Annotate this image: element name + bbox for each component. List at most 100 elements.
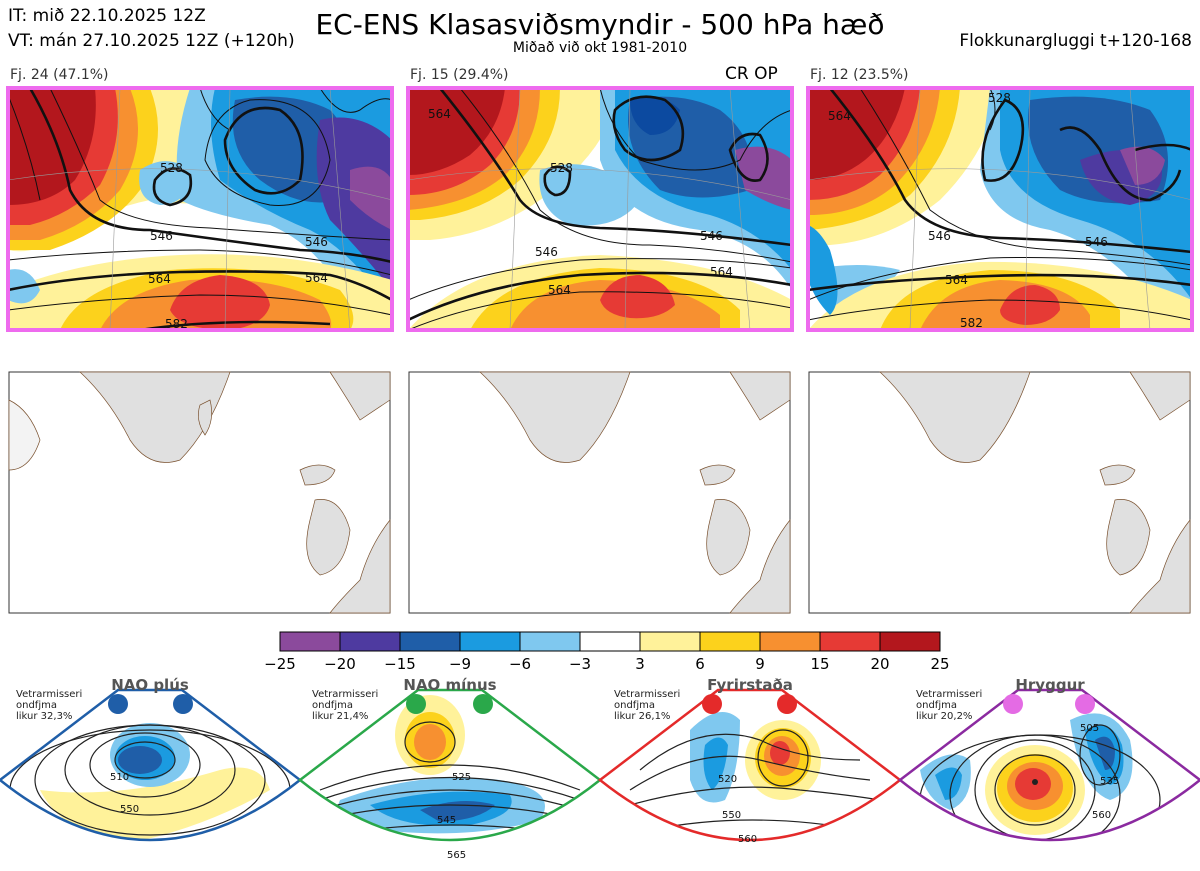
colorbar-tick: 9 [755, 655, 765, 673]
regime-title: Hryggur [1015, 676, 1085, 694]
contour-label: 550 [120, 804, 139, 815]
regime-marker [1075, 694, 1095, 714]
colorbar-tick: −9 [449, 655, 471, 673]
cluster-frame [806, 86, 1194, 332]
cluster-2-label: Fj. 15 (29.4%) [410, 67, 509, 83]
regime-ridge: Hryggur Vetrarmisseri ondfjma likur 20,2… [897, 676, 1200, 842]
contour-label: 560 [738, 834, 757, 845]
contour-label: 560 [1092, 810, 1111, 821]
classification-window: Flokkunargluggi t+120-168 [959, 31, 1192, 51]
contour-label: 582 [960, 316, 983, 330]
contour-label: 546 [700, 229, 723, 243]
contour-label: 564 [548, 283, 571, 297]
regime-title: NAO plús [111, 676, 189, 694]
regime-marker [702, 694, 722, 714]
page-subtitle: Miðað við okt 1981-2010 [512, 40, 688, 56]
regime-note: ondfjma [312, 700, 353, 711]
colorbar-tick: 3 [635, 655, 645, 673]
regime-marker [108, 694, 128, 714]
regime-marker [173, 694, 193, 714]
cluster-3-label: Fj. 12 (23.5%) [810, 67, 909, 83]
empty-map-3 [808, 371, 1191, 614]
colorbar-swatch [399, 631, 461, 652]
contour-label: 528 [550, 161, 573, 175]
colorbar-tick: −25 [264, 655, 296, 673]
regime-note: Vetrarmisseri [16, 689, 82, 700]
regime-marker [1003, 694, 1023, 714]
colorbar-swatch [339, 631, 401, 652]
colorbar-tick: 20 [870, 655, 889, 673]
regime-note: likur 26,1% [614, 711, 670, 722]
valid-time: VT: mán 27.10.2025 12Z (+120h) [8, 31, 295, 51]
colorbar-swatch [579, 631, 641, 652]
contour-label: 550 [722, 810, 741, 821]
colorbar-swatch [519, 631, 581, 652]
empty-map-1 [8, 371, 391, 614]
page-title: EC-ENS Klasasviðsmyndir - 500 hPa hæð [315, 8, 885, 41]
colorbar-swatch [699, 631, 761, 652]
cluster-map-1: 528 546 546 564 564 582 [8, 88, 392, 331]
regime-nao-minus: NAO mínus Vetrarmisseri ondfjma likur 21… [297, 676, 603, 861]
regime-note: likur 20,2% [916, 711, 972, 722]
contour-label: 582 [165, 317, 188, 331]
contour-label: 564 [305, 271, 328, 285]
colorbar: −25 −20 −15 −9 −6 −3 3 6 9 15 20 25 [264, 631, 950, 673]
colorbar-tick: −15 [384, 655, 416, 673]
regime-note: likur 21,4% [312, 711, 368, 722]
cluster-1-label: Fj. 24 (47.1%) [10, 67, 109, 83]
colorbar-tick: 25 [930, 655, 949, 673]
contour-label: 520 [718, 774, 737, 785]
regime-marker [777, 694, 797, 714]
contour-label: 546 [535, 245, 558, 259]
colorbar-swatch [819, 631, 881, 652]
colorbar-tick: −3 [569, 655, 591, 673]
issue-time: IT: mið 22.10.2025 12Z [8, 6, 206, 26]
colorbar-swatch [759, 631, 821, 652]
cluster-map-2: 564 528 546 546 564 564 [408, 88, 792, 330]
regime-note: ondfjma [916, 700, 957, 711]
contour-label: 546 [305, 235, 328, 249]
contour-label: 565 [447, 850, 466, 861]
regime-title: Fyrirstaða [707, 676, 793, 694]
contour-label: 505 [1080, 723, 1099, 734]
contour-label: 564 [428, 107, 451, 121]
colorbar-tick: 6 [695, 655, 705, 673]
cluster-frame [406, 86, 794, 332]
regime-note: Vetrarmisseri [614, 689, 680, 700]
regime-nao-plus: NAO plús Vetrarmisseri ondfjma likur 32,… [0, 676, 303, 842]
contour-label: 564 [828, 109, 851, 123]
empty-map-2 [408, 371, 791, 614]
colorbar-swatch [639, 631, 701, 652]
contour-label: 525 [452, 772, 471, 783]
colorbar-tick: −20 [324, 655, 356, 673]
cr-op-tag: CR OP [725, 64, 778, 84]
colorbar-tick: −6 [509, 655, 531, 673]
regime-note: ondfjma [16, 700, 57, 711]
contour-label: 564 [945, 273, 968, 287]
regime-marker [406, 694, 426, 714]
regime-note: Vetrarmisseri [916, 689, 982, 700]
regime-title: NAO mínus [403, 676, 496, 694]
contour-label: 546 [1085, 235, 1108, 249]
contour-label: 528 [988, 91, 1011, 105]
colorbar-swatch [459, 631, 521, 652]
contour-label: 535 [1100, 776, 1119, 787]
colorbar-swatch [279, 631, 341, 652]
contour-label: 564 [148, 272, 171, 286]
colorbar-tick: 15 [810, 655, 829, 673]
cluster-frame [6, 86, 394, 332]
contour-label: 564 [710, 265, 733, 279]
regime-blocking: Fyrirstaða Vetrarmisseri ondfjma likur 2… [597, 676, 903, 845]
colorbar-swatch [879, 631, 941, 652]
contour-label: 528 [160, 161, 183, 175]
contour-label: 510 [110, 772, 129, 783]
contour-label: 546 [150, 229, 173, 243]
contour-label: 546 [928, 229, 951, 243]
regime-marker [473, 694, 493, 714]
cluster-map-3: 564 528 546 546 564 582 [808, 88, 1192, 330]
regime-note: likur 32,3% [16, 711, 72, 722]
contour-label: 545 [437, 815, 456, 826]
regime-note: Vetrarmisseri [312, 689, 378, 700]
regime-note: ondfjma [614, 700, 655, 711]
